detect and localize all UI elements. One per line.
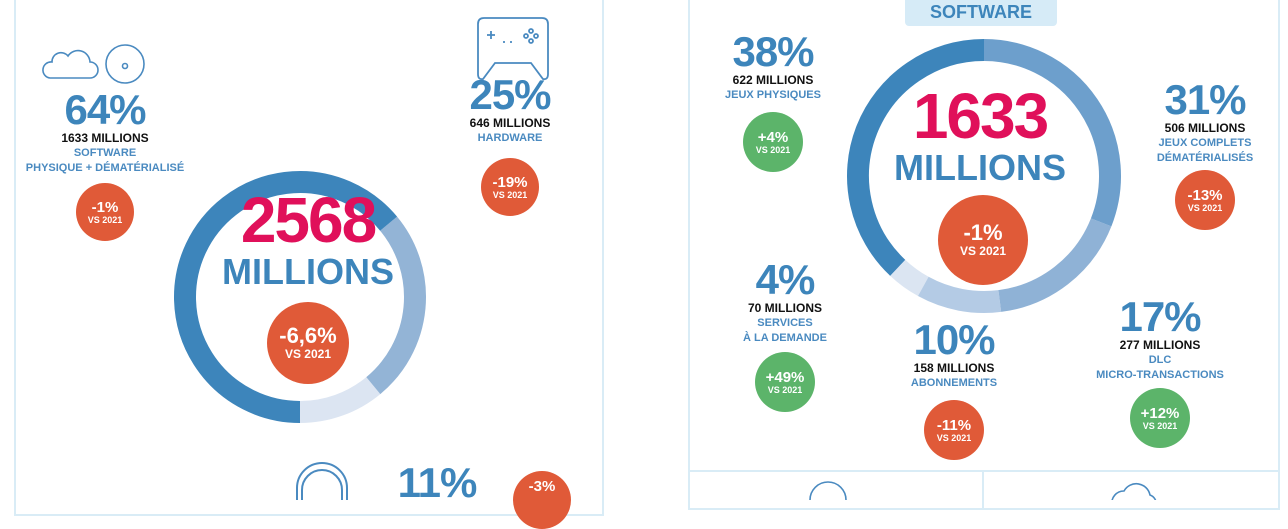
software-tab: SOFTWARE: [905, 0, 1057, 26]
software-sublabel: PHYSIQUE + DÉMATÉRIALISÉ: [25, 162, 185, 174]
donut-2-segment-jeux-physiques: [847, 39, 985, 276]
segment-percent: 17%: [1119, 293, 1201, 340]
disc-icon: [105, 44, 145, 84]
change-ref: VS 2021: [755, 144, 791, 155]
donut-1-segment-software: [174, 171, 398, 423]
donut-2-segment-abonnements: [918, 276, 1002, 313]
donut-charts: [42, 17, 1157, 500]
segment-label: SERVICES: [757, 317, 813, 329]
segment-change-badge: +4% VS 2021: [743, 112, 803, 172]
change-ref: VS 2021: [1142, 420, 1178, 431]
left-total-change-badge: -6,6% VS 2021: [267, 302, 349, 384]
segment-sublabel: À LA DEMANDE: [743, 332, 827, 344]
change-ref: VS 2021: [767, 384, 803, 395]
change-value: -1%: [963, 220, 1003, 245]
donut-2-segment-services-la-demande: [890, 259, 929, 297]
left-total-unit: MILLIONS: [222, 251, 394, 292]
right-total-change-badge: -1% VS 2021: [938, 195, 1028, 285]
segment-change-badge: +12% VS 2021: [1130, 388, 1190, 448]
disc-icon-bottom: [809, 481, 847, 500]
segment-change-badge: +49% VS 2021: [755, 352, 815, 412]
cloud-icon-bottom: [1111, 482, 1157, 500]
segment-millions: 506 MILLIONS: [1164, 121, 1246, 135]
change-ref: VS 2021: [87, 214, 123, 225]
cloud-icon: [42, 49, 99, 79]
headset-icon: [296, 462, 348, 500]
segment-label: DLC: [1148, 354, 1172, 366]
donut-1-segment-accessoires: [299, 376, 381, 423]
donut-2-segment-jeux-complets-d-mat-rialis-s: [983, 39, 1121, 227]
change-value: -6,6%: [279, 323, 337, 348]
hardware-change-badge: -19% VS 2021: [481, 158, 539, 216]
change-value: -13%: [1187, 186, 1223, 204]
segment-percent: 38%: [732, 28, 814, 75]
change-value: +4%: [757, 128, 789, 146]
software-percent: 64%: [64, 86, 146, 133]
hardware-label: HARDWARE: [477, 132, 543, 144]
hardware-millions: 646 MILLIONS: [469, 116, 551, 130]
change-value: -3%: [528, 478, 556, 495]
change-ref: VS 2021: [959, 244, 1007, 258]
right-total-unit: MILLIONS: [894, 147, 1066, 188]
left-total: 2568: [240, 184, 377, 256]
segment-millions: 277 MILLIONS: [1119, 338, 1201, 352]
right-total: 1633: [912, 80, 1049, 152]
segment-label: JEUX COMPLETS: [1158, 137, 1252, 149]
segment-percent: 31%: [1164, 76, 1246, 123]
change-ref: VS 2021: [1187, 202, 1223, 213]
change-value: -1%: [91, 198, 119, 216]
segment-millions: 70 MILLIONS: [747, 301, 823, 315]
segment-millions: 622 MILLIONS: [732, 73, 814, 87]
change-ref: VS 2021: [936, 432, 972, 443]
segment-label: ABONNEMENTS: [910, 377, 998, 389]
segment-label: JEUX PHYSIQUES: [725, 89, 821, 101]
segment-sublabel: MICRO-TRANSACTIONS: [1096, 369, 1224, 381]
segment-percent: 4%: [755, 256, 816, 303]
software-change-badge: -1% VS 2021: [76, 183, 134, 241]
software-millions: 1633 MILLIONS: [61, 131, 149, 145]
accessories-percent: 11%: [397, 459, 478, 506]
gamepad-icon: [477, 17, 549, 81]
donut-1-segment-hardware: [366, 216, 426, 395]
segment-sublabel: DÉMATÉRIALISÉS: [1156, 152, 1254, 164]
change-ref: VS 2021: [492, 189, 528, 200]
change-value: -11%: [936, 416, 972, 434]
segment-change-badge: -13% VS 2021: [1175, 170, 1235, 230]
change-value: +12%: [1140, 404, 1180, 422]
donut-2-segment-dlc-micro-transactions: [998, 218, 1112, 312]
software-label: SOFTWARE: [73, 147, 137, 159]
segment-millions: 158 MILLIONS: [913, 361, 995, 375]
change-ref: VS 2021: [284, 347, 332, 361]
segment-percent: 10%: [913, 316, 995, 363]
change-value: +49%: [765, 368, 805, 386]
change-value: -19%: [492, 173, 528, 191]
hardware-percent: 25%: [469, 71, 551, 118]
segment-change-badge: -11% VS 2021: [924, 400, 984, 460]
accessories-change-badge: -3%: [513, 471, 571, 529]
